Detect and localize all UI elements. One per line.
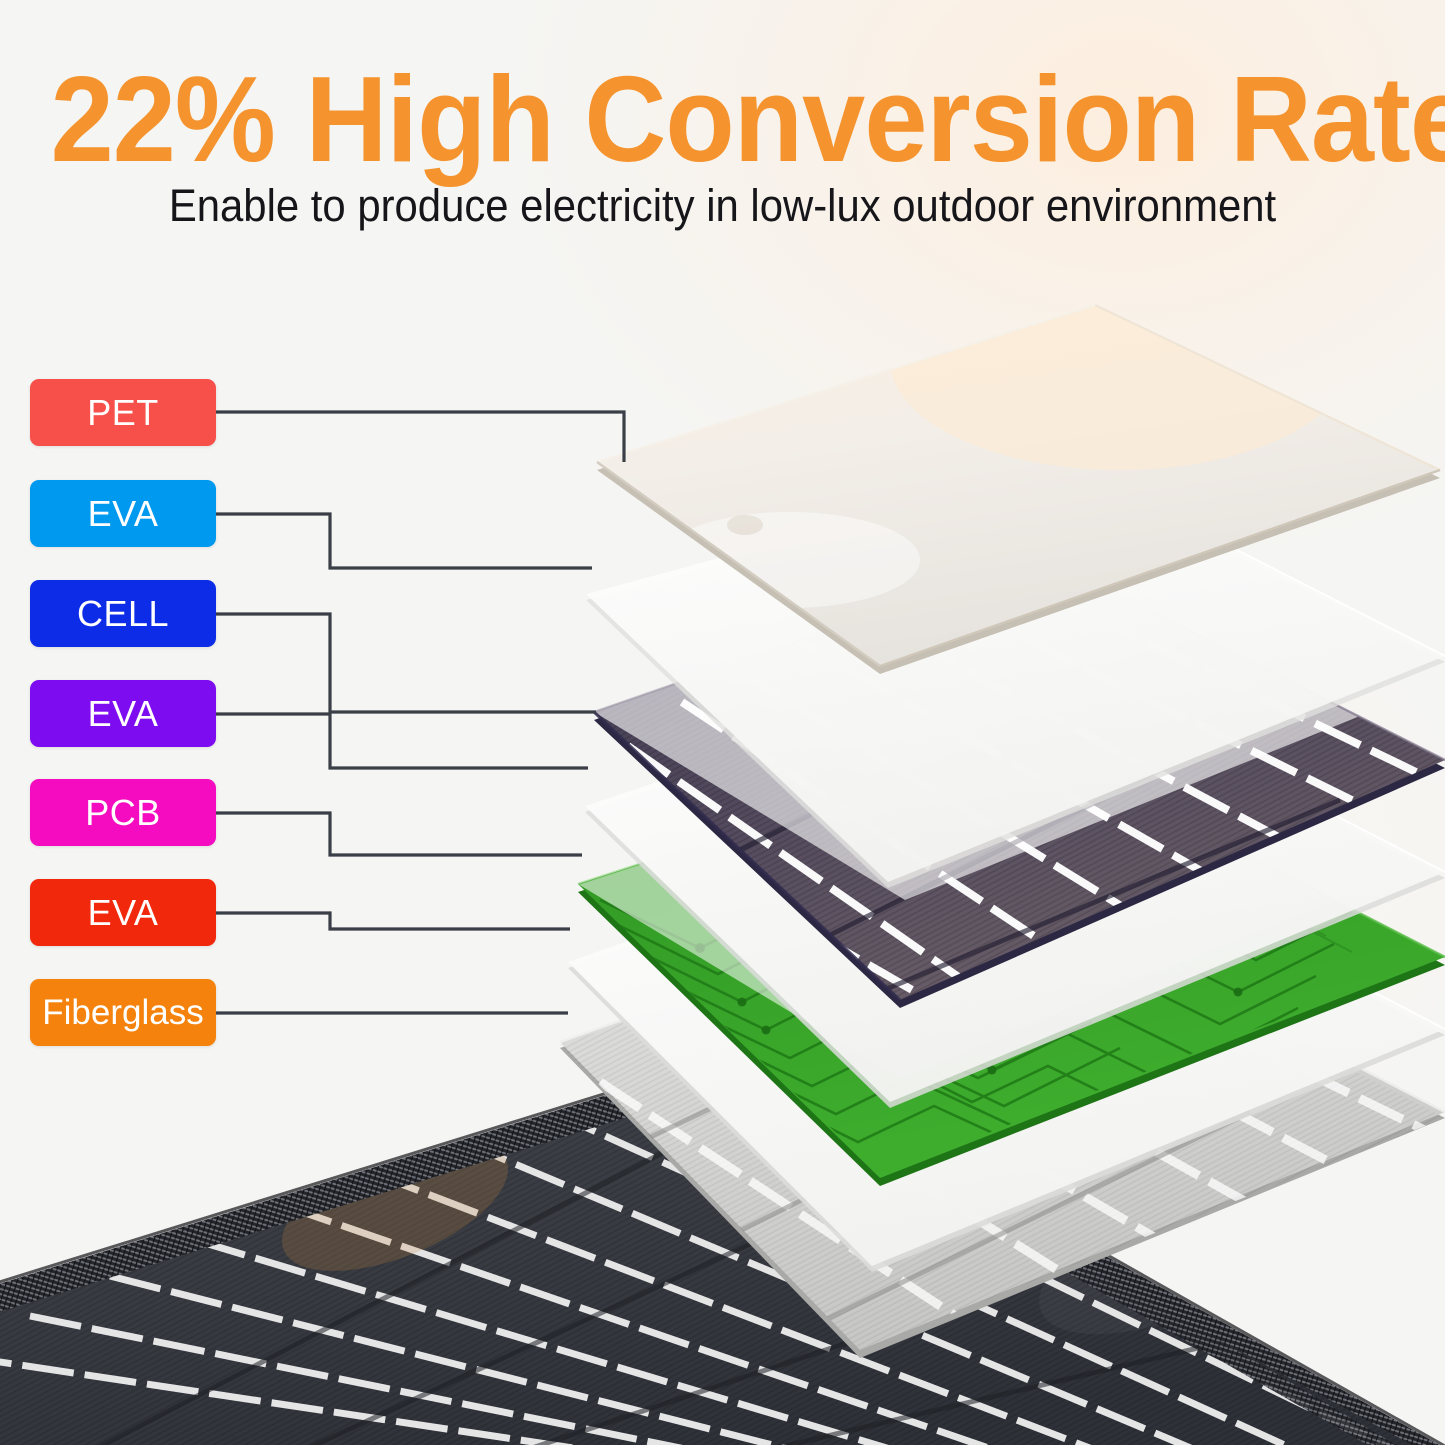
layer-badge-eva-lower[interactable]: EVA: [30, 879, 216, 946]
leader-line-eva-lower: [216, 911, 570, 931]
layer-badge-eva-lower-label: EVA: [87, 891, 159, 933]
layer-badge-pcb-label: PCB: [85, 791, 161, 833]
layer-badge-pcb[interactable]: PCB: [30, 779, 216, 846]
leader-line-eva-middle: [216, 712, 588, 770]
layer-badge-eva-upper-label: EVA: [87, 492, 159, 534]
layer-badge-fiberglass-label: Fiberglass: [42, 993, 204, 1032]
layer-badge-cell-label: CELL: [76, 592, 170, 634]
layer-badge-pet[interactable]: PET: [30, 379, 216, 446]
layer-badge-eva-upper[interactable]: EVA: [30, 480, 216, 547]
layer-badge-fiberglass[interactable]: Fiberglass: [30, 979, 216, 1046]
leader-line-pet: [216, 410, 626, 462]
page-subtitle: Enable to produce electricity in low-lux…: [168, 180, 1277, 231]
page-title: 22% High Conversion Rate: [50, 51, 1445, 187]
leader-line-pcb: [216, 811, 582, 857]
layer-pet-sheet: [596, 303, 1441, 674]
page-title-wrap: 22% High Conversion Rate: [0, 58, 1445, 180]
layer-badge-eva-middle[interactable]: EVA: [30, 680, 216, 747]
layer-badge-cell[interactable]: CELL: [30, 580, 216, 647]
layer-badge-pet-label: PET: [87, 391, 159, 433]
leader-line-cell: [216, 612, 596, 714]
layer-badge-eva-middle-label: EVA: [87, 692, 159, 734]
leader-line-eva-upper: [216, 512, 592, 570]
